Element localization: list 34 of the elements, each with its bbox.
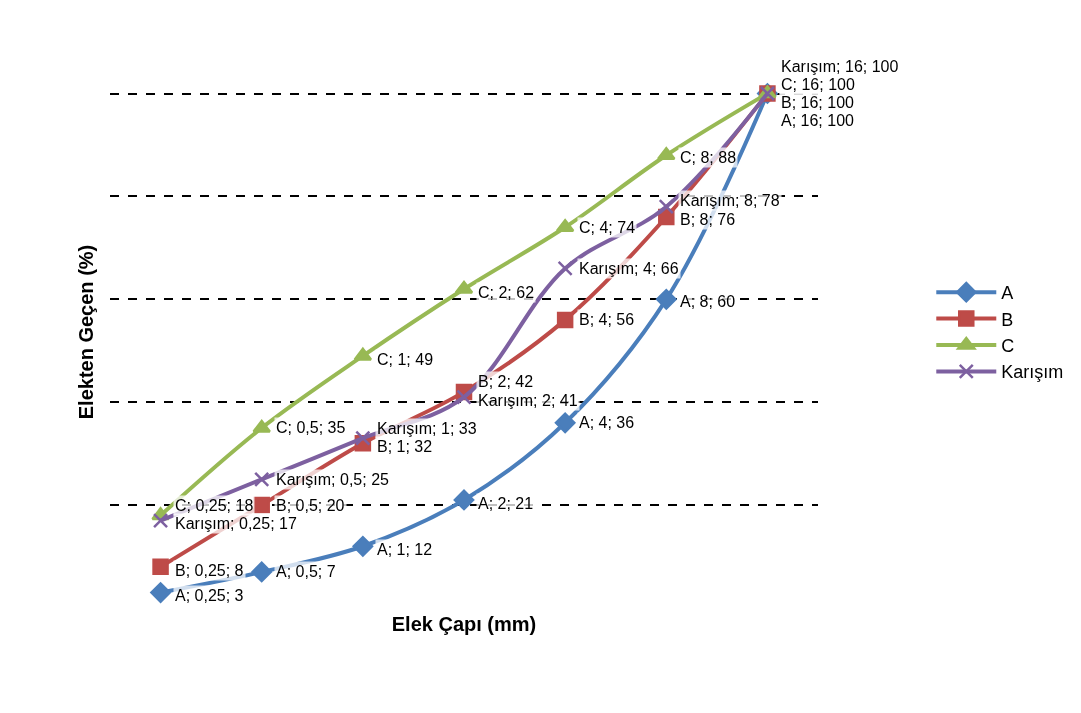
data-label: B; 4; 56 — [579, 311, 635, 328]
data-label: B; 16; 100 — [781, 94, 855, 111]
data-label: B; 8; 76 — [680, 211, 736, 228]
data-label: B; 0,5; 20 — [276, 497, 345, 514]
data-label: B; 1; 32 — [377, 438, 433, 455]
legend-label: A — [1001, 283, 1014, 304]
data-label: Karışım; 16; 100 — [781, 58, 899, 75]
x-axis-title: Elek Çapı (mm) — [391, 612, 537, 635]
data-label: Karışım; 4; 66 — [579, 260, 679, 277]
data-label: A; 4; 36 — [579, 414, 635, 431]
data-label: C; 8; 88 — [680, 149, 737, 166]
data-label: C; 4; 74 — [579, 219, 636, 236]
y-axis-title: Elekten Geçen (%) — [74, 244, 97, 420]
data-label: Karışım; 1; 33 — [377, 420, 477, 437]
data-label: A; 2; 21 — [478, 495, 534, 512]
data-label: B; 2; 42 — [478, 373, 534, 390]
data-label: A; 8; 60 — [680, 293, 736, 310]
data-label: Karışım; 8; 78 — [680, 192, 780, 209]
legend-label: Karışım — [1001, 362, 1064, 383]
data-label: Karışım; 0,25; 17 — [175, 515, 297, 532]
data-label: Karışım; 0,5; 25 — [276, 471, 390, 488]
data-label: A; 1; 12 — [377, 541, 433, 558]
data-label: B; 0,25; 8 — [175, 562, 244, 579]
data-label: Karışım; 2; 41 — [478, 392, 578, 409]
data-label: C; 16; 100 — [781, 76, 855, 93]
legend-label: B — [1001, 309, 1014, 330]
data-label: C; 0,5; 35 — [276, 419, 346, 436]
data-label: A; 0,25; 3 — [175, 587, 244, 604]
data-label: A; 16; 100 — [781, 112, 855, 129]
data-label: C; 0,25; 18 — [175, 497, 254, 514]
data-label: A; 0,5; 7 — [276, 563, 336, 580]
data-label: C; 2; 62 — [478, 284, 535, 301]
data-label: C; 1; 49 — [377, 351, 434, 368]
legend-label: C — [1001, 336, 1015, 357]
